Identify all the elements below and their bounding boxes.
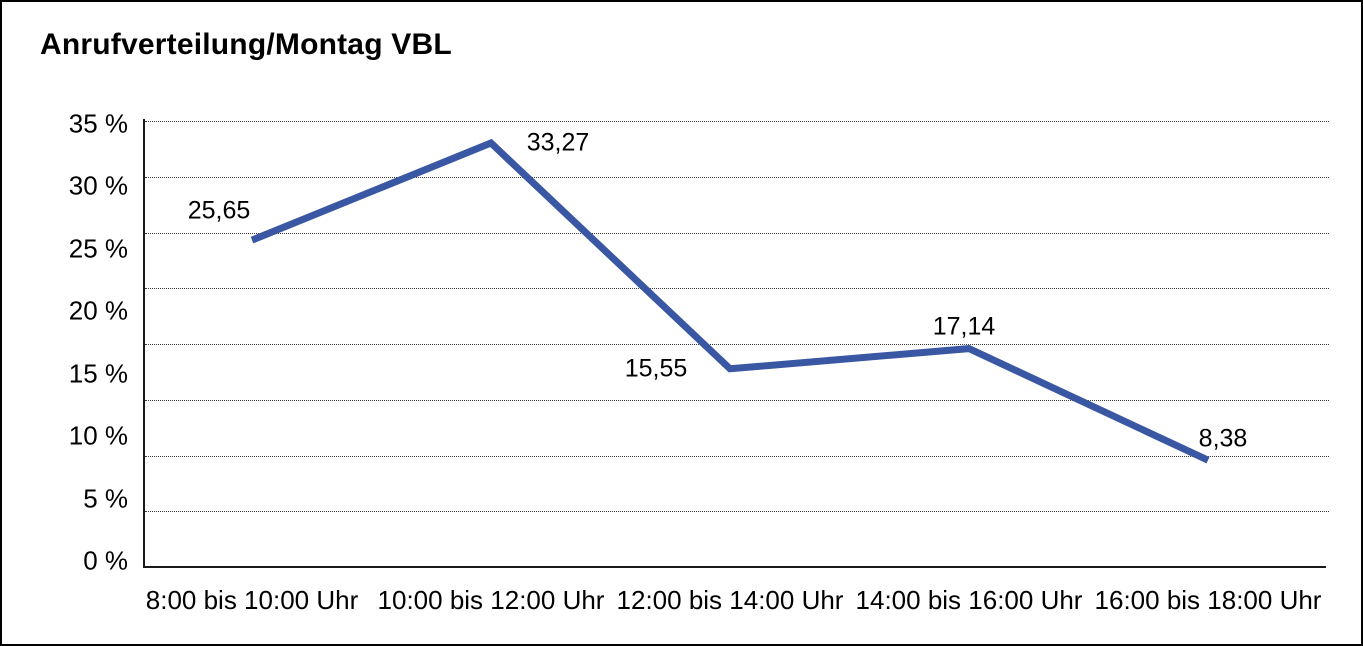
y-tick-label: 30 %	[68, 170, 128, 201]
x-tick-label: 16:00 bis 18:00 Uhr	[1094, 585, 1322, 615]
gridline	[145, 121, 1329, 122]
y-tick-label: 0 %	[83, 545, 128, 576]
chart-title: Anrufverteilung/Montag VBL	[40, 28, 452, 61]
y-axis-line	[143, 119, 145, 568]
x-tick-label: 12:00 bis 14:00 Uhr	[616, 585, 844, 615]
y-tick-label: 20 %	[68, 295, 128, 326]
y-tick-label: 15 %	[68, 358, 128, 389]
x-axis-line	[143, 566, 1326, 568]
x-tick-label: 8:00 bis 10:00 Uhr	[145, 585, 359, 615]
x-tick-label: 14:00 bis 16:00 Uhr	[855, 585, 1083, 615]
y-tick-label: 10 %	[68, 420, 128, 451]
gridline	[145, 511, 1329, 513]
gridline	[145, 344, 1329, 345]
gridline	[145, 176, 1329, 178]
gridline	[145, 399, 1329, 401]
y-tick-label: 35 %	[68, 108, 128, 139]
point-value-label: 8,38	[1198, 424, 1248, 453]
point-value-label: 25,65	[187, 196, 251, 225]
y-tick-label: 5 %	[83, 483, 128, 514]
gridline	[145, 455, 1329, 457]
point-value-label: 15,55	[624, 354, 688, 383]
gridline	[145, 232, 1329, 234]
x-tick-label: 10:00 bis 12:00 Uhr	[377, 585, 605, 615]
y-tick-label: 25 %	[68, 233, 128, 264]
point-value-label: 33,27	[526, 128, 590, 157]
series-line	[250, 138, 1210, 464]
gridline	[145, 288, 1329, 290]
point-value-label: 17,14	[932, 312, 996, 341]
